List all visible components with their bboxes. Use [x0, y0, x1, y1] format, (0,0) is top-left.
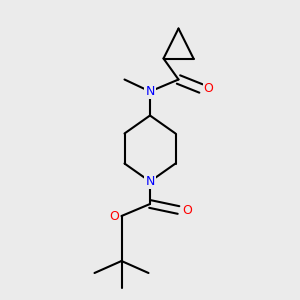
Text: O: O: [109, 209, 119, 223]
Text: N: N: [145, 175, 155, 188]
Text: N: N: [145, 85, 155, 98]
Text: O: O: [204, 82, 213, 95]
Text: O: O: [182, 203, 192, 217]
